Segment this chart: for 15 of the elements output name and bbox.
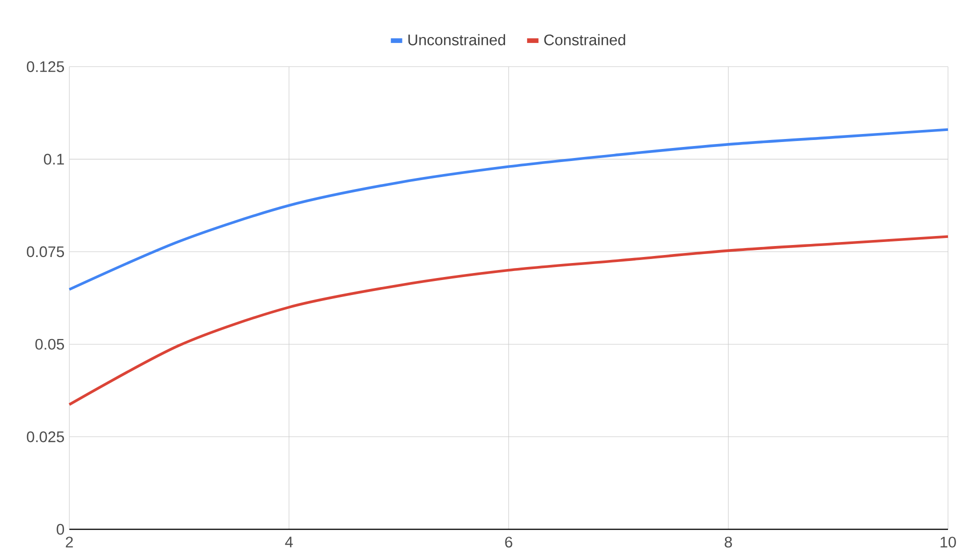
line-series [68, 235, 950, 406]
y-tick-label: 0.075 [26, 246, 64, 258]
y-tick-label: 0.1 [44, 154, 64, 165]
line-series [68, 128, 950, 291]
x-tick-label: 4 [285, 536, 293, 548]
y-tick-label: 0.125 [26, 61, 64, 72]
x-tick-label: 6 [505, 536, 512, 548]
x-tick-label: 2 [66, 536, 73, 548]
y-tick-label: 0 [56, 524, 64, 535]
legend-label: Unconstrained [408, 34, 506, 46]
y-tick-label: 0.025 [26, 431, 64, 442]
x-tick-label: 10 [940, 536, 956, 548]
y-tick-label: 0.05 [35, 338, 64, 350]
legend-label: Constrained [544, 34, 626, 46]
x-tick-label: 8 [724, 536, 732, 548]
